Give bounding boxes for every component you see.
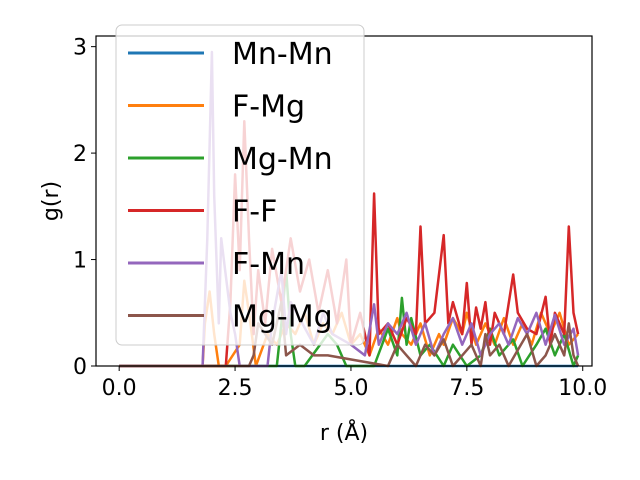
legend-label: Mg-Mg [232,300,333,335]
y-tick-label: 2 [73,142,87,167]
legend-label: F-Mn [232,247,305,282]
legend-label: Mn-Mn [232,37,333,72]
x-tick-label: 2.5 [218,376,253,401]
x-tick-label: 0.0 [102,376,137,401]
x-axis-label: r (Å) [320,419,368,446]
legend-label: Mg-Mn [232,142,333,177]
y-axis-label: g(r) [39,181,64,221]
y-tick-label: 0 [73,355,87,380]
legend: Mn-Mn F-Mg Mg-Mn F-F F-Mn Mg-Mg [115,24,365,346]
y-axis: 0 1 2 3 [73,36,96,380]
x-tick-label: 10.0 [558,376,607,401]
x-tick-label: 7.5 [449,376,484,401]
y-tick-label: 1 [73,249,87,274]
x-tick-label: 5.0 [333,376,368,401]
y-tick-label: 3 [73,36,87,61]
legend-label: F-Mg [232,90,305,125]
legend-label: F-F [232,195,277,230]
legend-box [115,24,365,346]
x-axis: 0.0 2.5 5.0 7.5 10.0 [102,366,607,401]
